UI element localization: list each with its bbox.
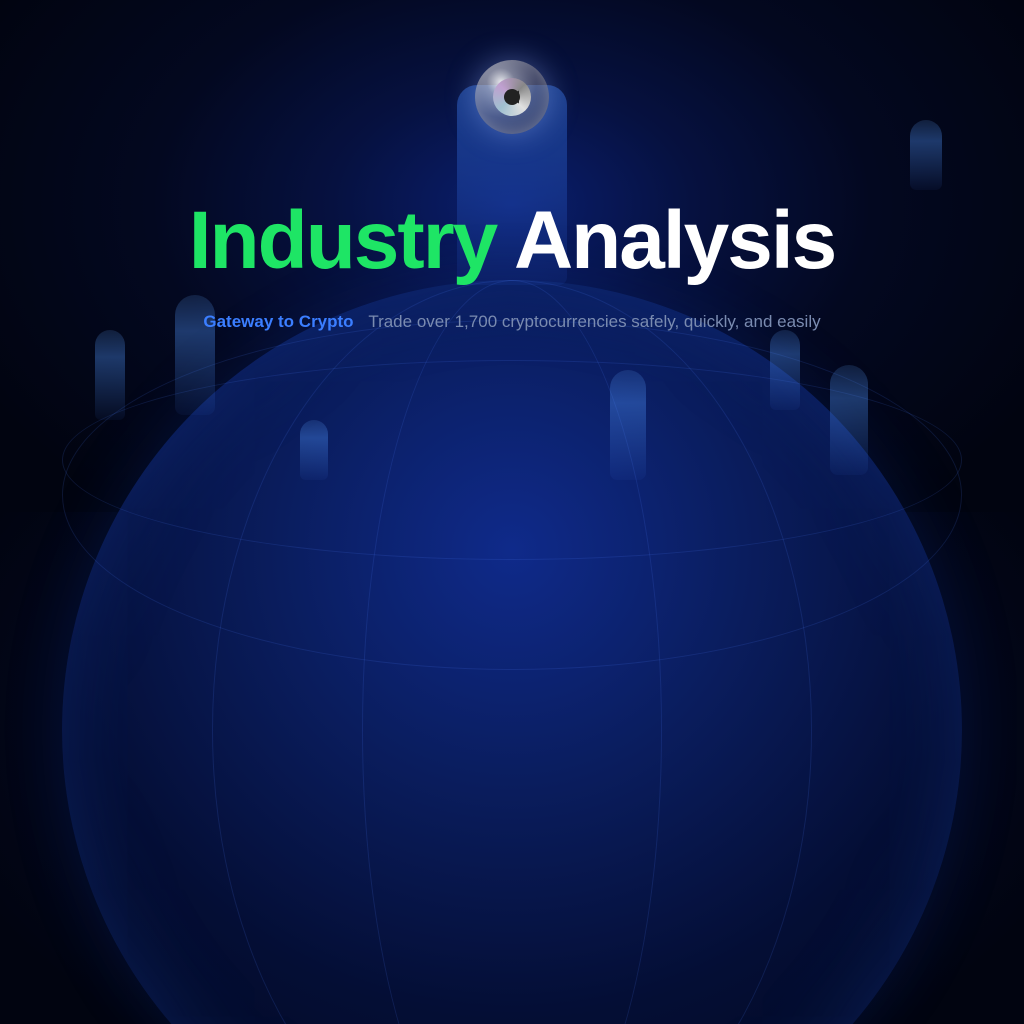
light-beam <box>95 330 125 420</box>
title-word-1: Industry <box>189 195 496 286</box>
hero-content: Industry Analysis Gateway to Crypto Trad… <box>0 200 1024 332</box>
subtitle-highlight: Gateway to Crypto <box>203 312 353 331</box>
light-beam <box>610 370 646 480</box>
light-beam <box>830 365 868 475</box>
light-beam <box>910 120 942 190</box>
title-word-2: Analysis <box>514 195 835 286</box>
coin-inner-icon <box>493 78 531 116</box>
light-beam <box>770 330 800 410</box>
crypto-coin-icon <box>475 60 549 134</box>
subtitle-text: Trade over 1,700 cryptocurrencies safely… <box>368 312 820 331</box>
light-beam <box>300 420 328 480</box>
hero-subtitle: Gateway to Crypto Trade over 1,700 crypt… <box>0 312 1024 332</box>
hero-title: Industry Analysis <box>0 200 1024 282</box>
